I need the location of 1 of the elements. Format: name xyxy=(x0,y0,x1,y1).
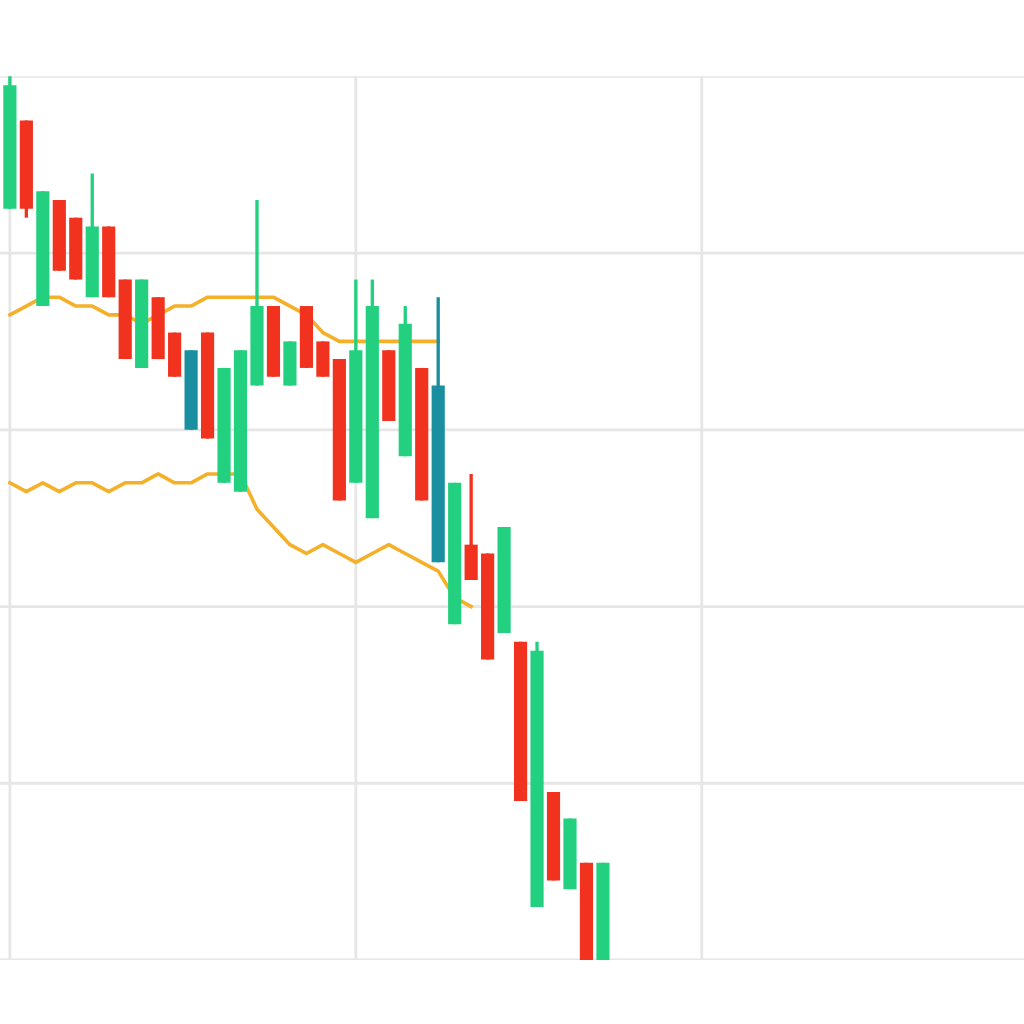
candlestick xyxy=(283,339,297,388)
